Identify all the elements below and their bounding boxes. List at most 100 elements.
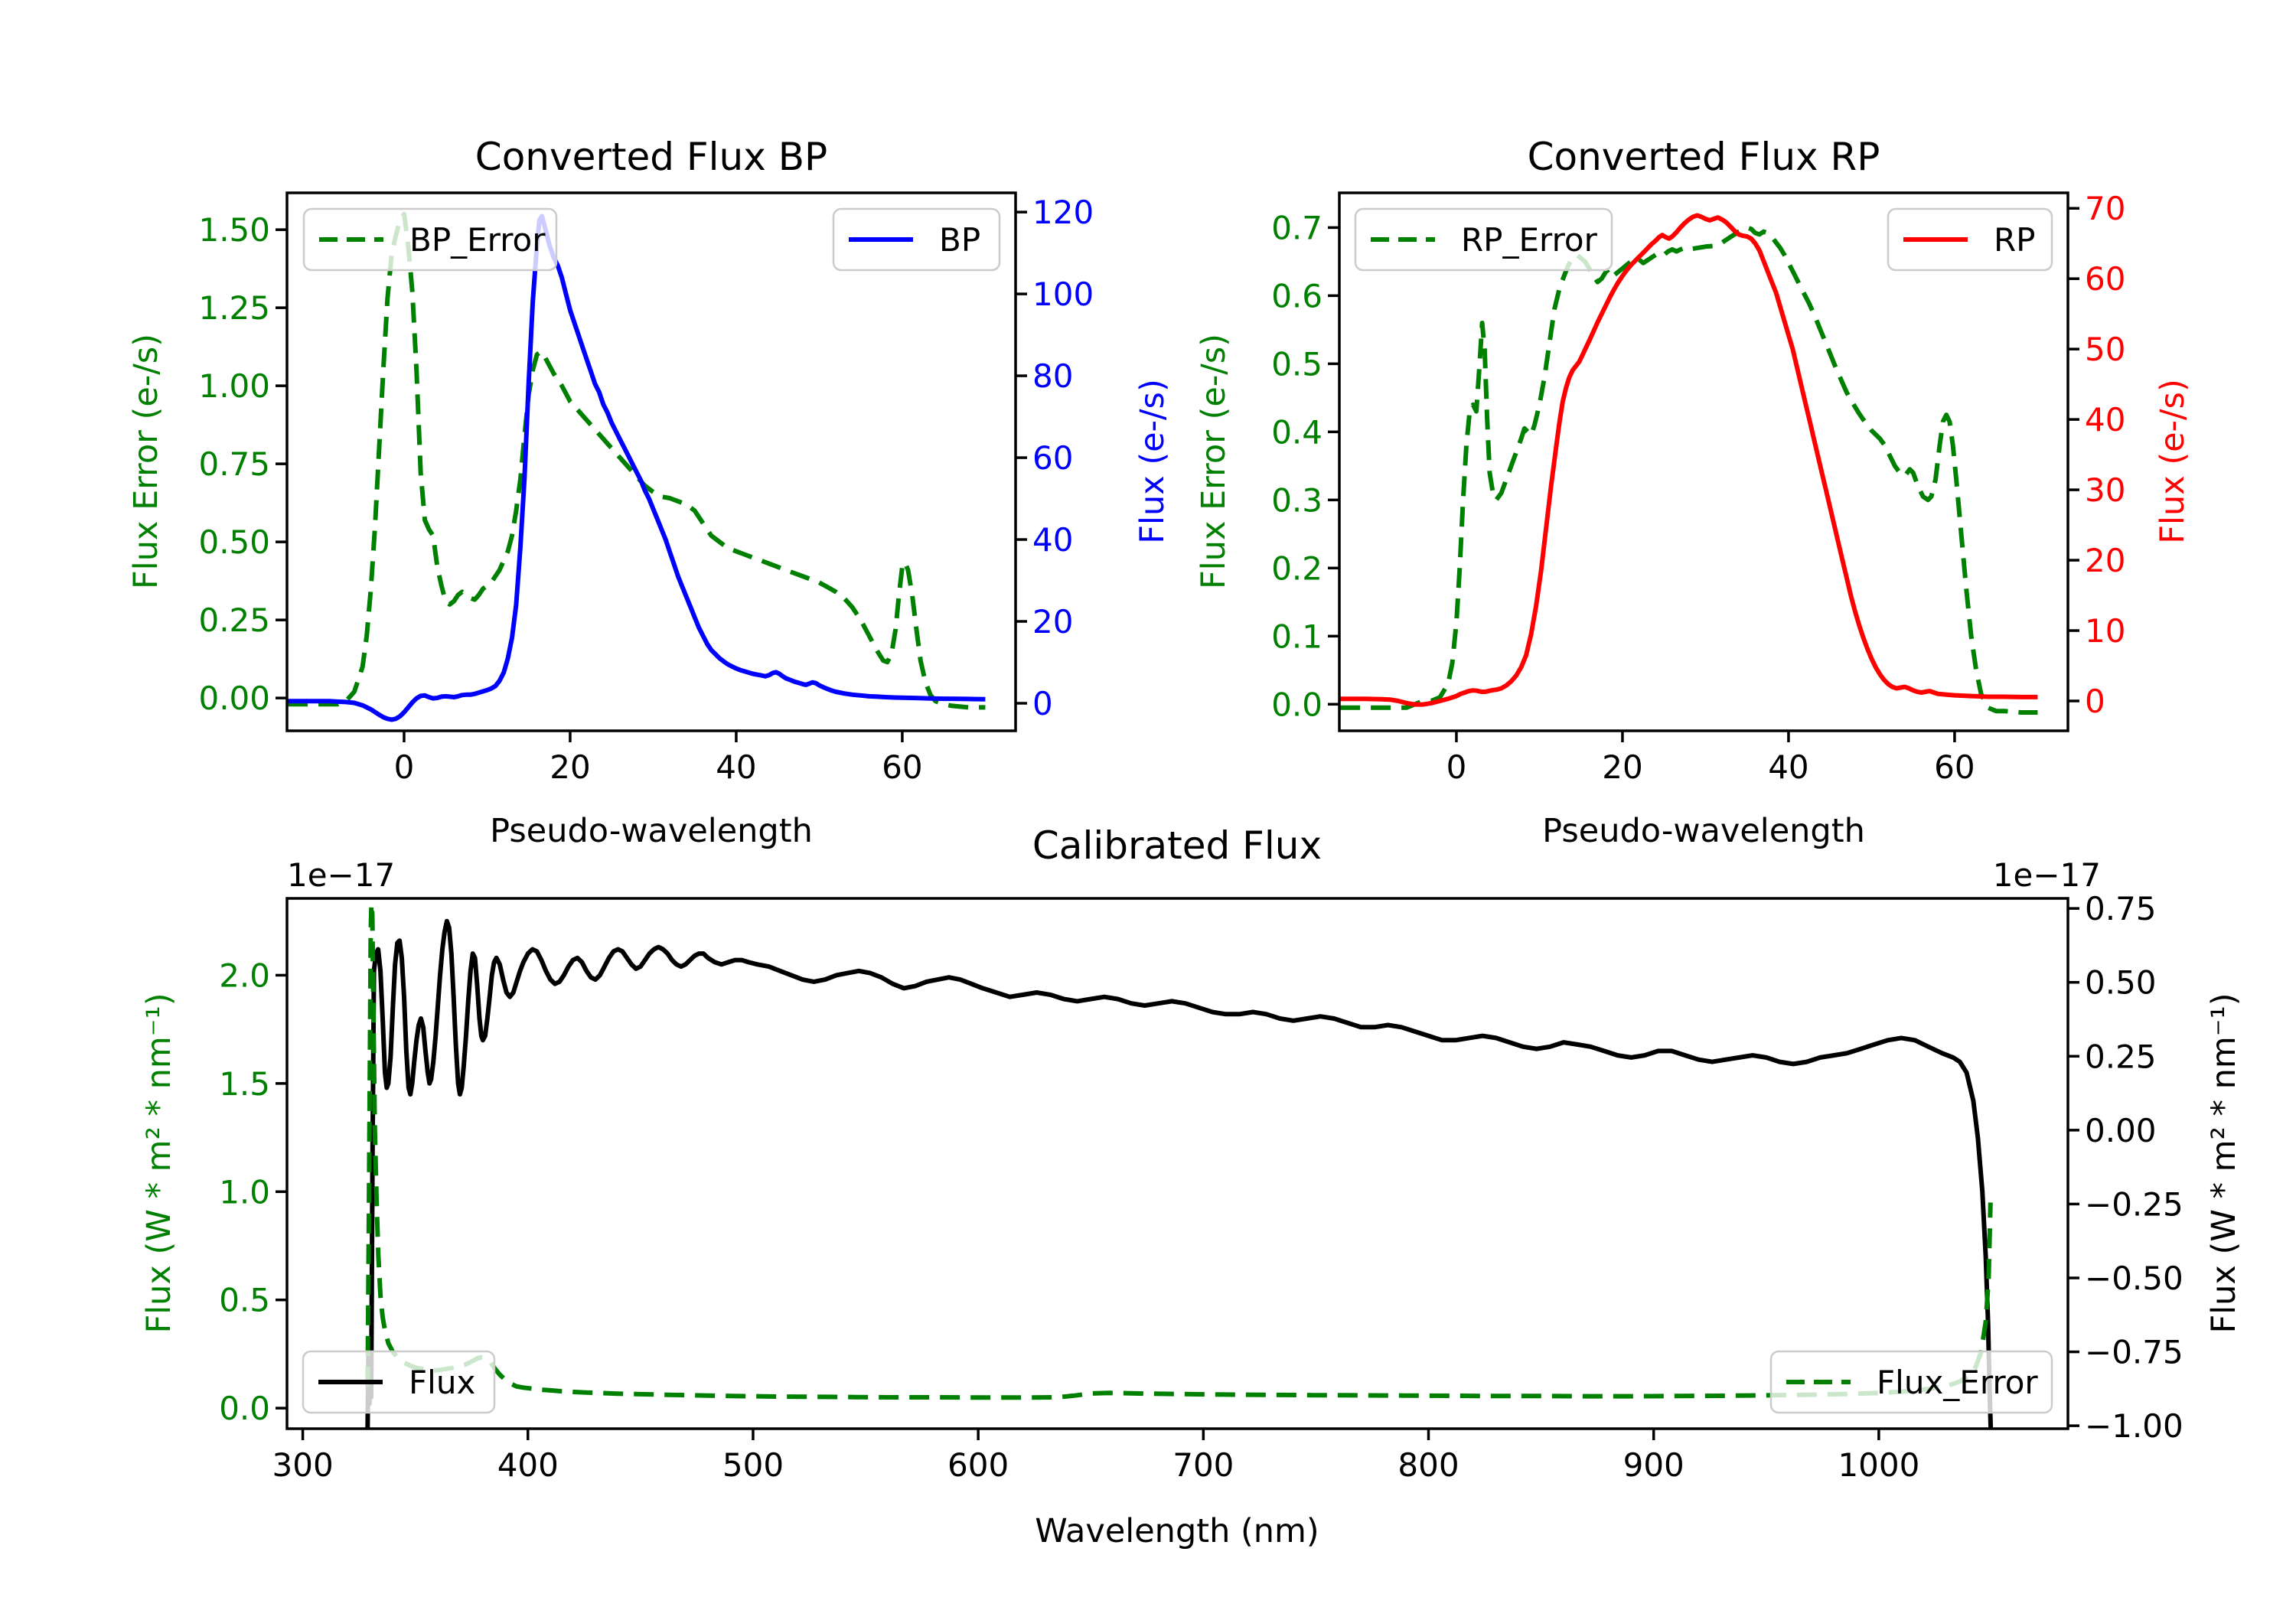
left-tick-label: 0.5 [1271, 345, 1322, 383]
x-tick-label: 600 [947, 1446, 1009, 1484]
cal-left-offset-text: 1e−17 [287, 856, 395, 894]
left-tick-label: 1.25 [198, 289, 270, 327]
right-tick-label: 30 [2085, 471, 2125, 509]
legend-frame [1769, 1350, 2053, 1414]
left-tick-label: 0.5 [219, 1282, 270, 1319]
bp-line-BP [288, 214, 986, 722]
left-tick-label: 0.0 [1271, 686, 1322, 723]
right-tick-label: −0.50 [2085, 1260, 2183, 1297]
right-tick-label: 80 [1032, 357, 1073, 395]
right-tick-label: 0 [1032, 685, 1053, 722]
right-tick-label: 20 [1032, 603, 1073, 641]
legend-frame [1354, 207, 1613, 272]
right-tick-label: 10 [2085, 612, 2125, 650]
cal-chart-title: Calibrated Flux [1032, 823, 1322, 868]
right-tick-label: −1.00 [2085, 1407, 2183, 1445]
legend-frame [302, 1350, 496, 1414]
x-tick-label: 20 [1602, 748, 1642, 786]
legend-label: RP [1994, 221, 2036, 259]
x-tick-label: 700 [1172, 1446, 1234, 1484]
bp-line-BP_Error [288, 211, 986, 710]
left-tick-label: 1.00 [198, 367, 270, 405]
right-tick-label: 100 [1032, 275, 1094, 313]
right-tick-label: 0.75 [2085, 890, 2157, 927]
legend-label: BP [939, 221, 980, 259]
right-tick-label: 0 [2085, 683, 2105, 720]
left-tick-label: 0.50 [198, 523, 270, 561]
x-tick-label: 60 [882, 748, 922, 786]
legend-frame [302, 207, 558, 272]
x-tick-label: 20 [550, 748, 590, 786]
cal-right-yaxis-label: Flux (W * m² * nm⁻¹) [2205, 993, 2243, 1334]
cal-plot-area: 300 400 500 600 700 800 900 1000 0.0 0.5 1.0 1.5 2.0… [219, 890, 2183, 1484]
cal-right-offset-text: 1e−17 [1993, 856, 2101, 894]
cal-xaxis-label: Wavelength (nm) [1035, 1512, 1319, 1550]
left-tick-label: 0.4 [1271, 413, 1322, 451]
rp-right-yaxis-label: Flux (e-/s) [2154, 379, 2192, 543]
right-tick-label: 50 [2085, 331, 2125, 368]
cal-left-yaxis-label: Flux (W * m² * nm⁻¹) [140, 993, 178, 1334]
rp-axes-frame [1338, 191, 2069, 732]
cal-axes-frame [285, 897, 2069, 1430]
left-tick-label: 0.2 [1271, 549, 1322, 587]
cal-line-Flux_Error [365, 901, 1993, 1400]
left-tick-label: 0.0 [219, 1390, 270, 1427]
bp-plot-area: 0 20 40 60 0.00 0.25 0.50 0.75 1.00 1.25 1.50 0 20 40… [198, 191, 1094, 786]
x-tick-label: 800 [1397, 1446, 1459, 1484]
x-tick-label: 400 [497, 1446, 559, 1484]
rp-left-yaxis-label: Flux Error (e-/s) [1195, 334, 1233, 589]
x-tick-label: 0 [1446, 748, 1467, 786]
rp-line-RP [1340, 213, 2038, 707]
bp-legend: BP [832, 207, 1001, 272]
bp-left-yaxis-label: Flux Error (e-/s) [127, 334, 165, 589]
x-tick-label: 60 [1934, 748, 1975, 786]
bp-xaxis-label: Pseudo-wavelength [490, 812, 813, 850]
left-tick-label: 1.5 [219, 1065, 270, 1103]
right-tick-label: 60 [2085, 260, 2125, 298]
left-tick-label: 2.0 [219, 957, 270, 994]
legend-frame [1887, 207, 2053, 272]
bp-error-legend: BP_Error [302, 207, 558, 272]
left-tick-label: 0.3 [1271, 481, 1322, 519]
right-tick-label: 120 [1032, 194, 1094, 231]
x-tick-label: 900 [1623, 1446, 1684, 1484]
right-tick-label: 0.50 [2085, 964, 2157, 1002]
legend-label: Flux [409, 1364, 475, 1401]
right-tick-label: 40 [1032, 521, 1073, 559]
rp-xaxis-label: Pseudo-wavelength [1542, 812, 1865, 850]
x-tick-label: 300 [272, 1446, 334, 1484]
flux-error-legend: Flux_Error [1769, 1350, 2053, 1414]
right-tick-label: 60 [1032, 439, 1073, 477]
right-tick-label: −0.75 [2085, 1334, 2183, 1371]
legend-label: Flux_Error [1877, 1364, 2038, 1401]
legend-label: RP_Error [1461, 221, 1598, 259]
right-tick-label: 20 [2085, 542, 2125, 579]
left-tick-label: 0.25 [198, 601, 270, 639]
legend-frame [832, 207, 1001, 272]
rp-legend: RP [1887, 207, 2053, 272]
left-tick-label: 1.0 [219, 1173, 270, 1211]
cal-line-Flux [365, 918, 1994, 1429]
right-tick-label: −0.25 [2085, 1185, 2183, 1223]
bp-axes-frame [285, 191, 1017, 732]
x-tick-label: 1000 [1838, 1446, 1919, 1484]
left-tick-label: 0.00 [198, 680, 270, 717]
rp-chart-title: Converted Flux RP [1528, 135, 1880, 179]
right-tick-label: 70 [2085, 190, 2125, 227]
left-tick-label: 1.50 [198, 211, 270, 249]
right-tick-label: 40 [2085, 401, 2125, 438]
x-tick-label: 0 [394, 748, 415, 786]
flux-legend: Flux [302, 1350, 496, 1414]
x-tick-label: 40 [1768, 748, 1808, 786]
right-tick-label: 0.00 [2085, 1112, 2157, 1149]
right-tick-label: 0.25 [2085, 1038, 2157, 1075]
rp-line-RP_Error [1340, 225, 2038, 715]
x-tick-label: 500 [722, 1446, 784, 1484]
left-tick-label: 0.6 [1271, 277, 1322, 315]
bp-chart-title: Converted Flux BP [475, 135, 827, 179]
left-tick-label: 0.75 [198, 445, 270, 483]
rp-error-legend: RP_Error [1354, 207, 1613, 272]
left-tick-label: 0.7 [1271, 209, 1322, 246]
x-tick-label: 40 [716, 748, 756, 786]
